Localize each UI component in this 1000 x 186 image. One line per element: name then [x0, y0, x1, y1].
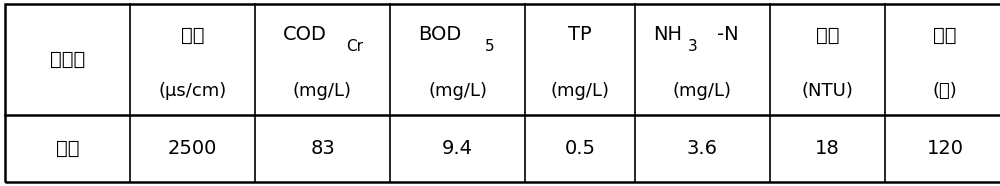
- Text: NH: NH: [653, 25, 682, 44]
- Text: 120: 120: [927, 139, 964, 158]
- Text: (mg/L): (mg/L): [428, 82, 487, 100]
- Text: Cr: Cr: [346, 39, 363, 54]
- Text: 色度: 色度: [933, 25, 957, 44]
- Text: -N: -N: [717, 25, 738, 44]
- Text: (μs/cm): (μs/cm): [158, 82, 227, 100]
- Text: 浊度: 浊度: [816, 25, 839, 44]
- Text: 2500: 2500: [168, 139, 217, 158]
- Text: (倍): (倍): [933, 82, 957, 100]
- Text: (mg/L): (mg/L): [293, 82, 352, 100]
- Text: (NTU): (NTU): [802, 82, 853, 100]
- Text: COD: COD: [283, 25, 326, 44]
- Text: 83: 83: [310, 139, 335, 158]
- Text: TP: TP: [568, 25, 592, 44]
- Text: 污染物: 污染物: [50, 50, 85, 69]
- Text: 指标: 指标: [56, 139, 79, 158]
- Text: 5: 5: [485, 39, 494, 54]
- Text: 3.6: 3.6: [687, 139, 718, 158]
- Text: (mg/L): (mg/L): [673, 82, 732, 100]
- Text: BOD: BOD: [418, 25, 461, 44]
- Text: 9.4: 9.4: [442, 139, 473, 158]
- Text: 0.5: 0.5: [565, 139, 596, 158]
- Text: 电导: 电导: [181, 25, 204, 44]
- Text: 18: 18: [815, 139, 840, 158]
- Text: 3: 3: [688, 39, 697, 54]
- Text: (mg/L): (mg/L): [551, 82, 610, 100]
